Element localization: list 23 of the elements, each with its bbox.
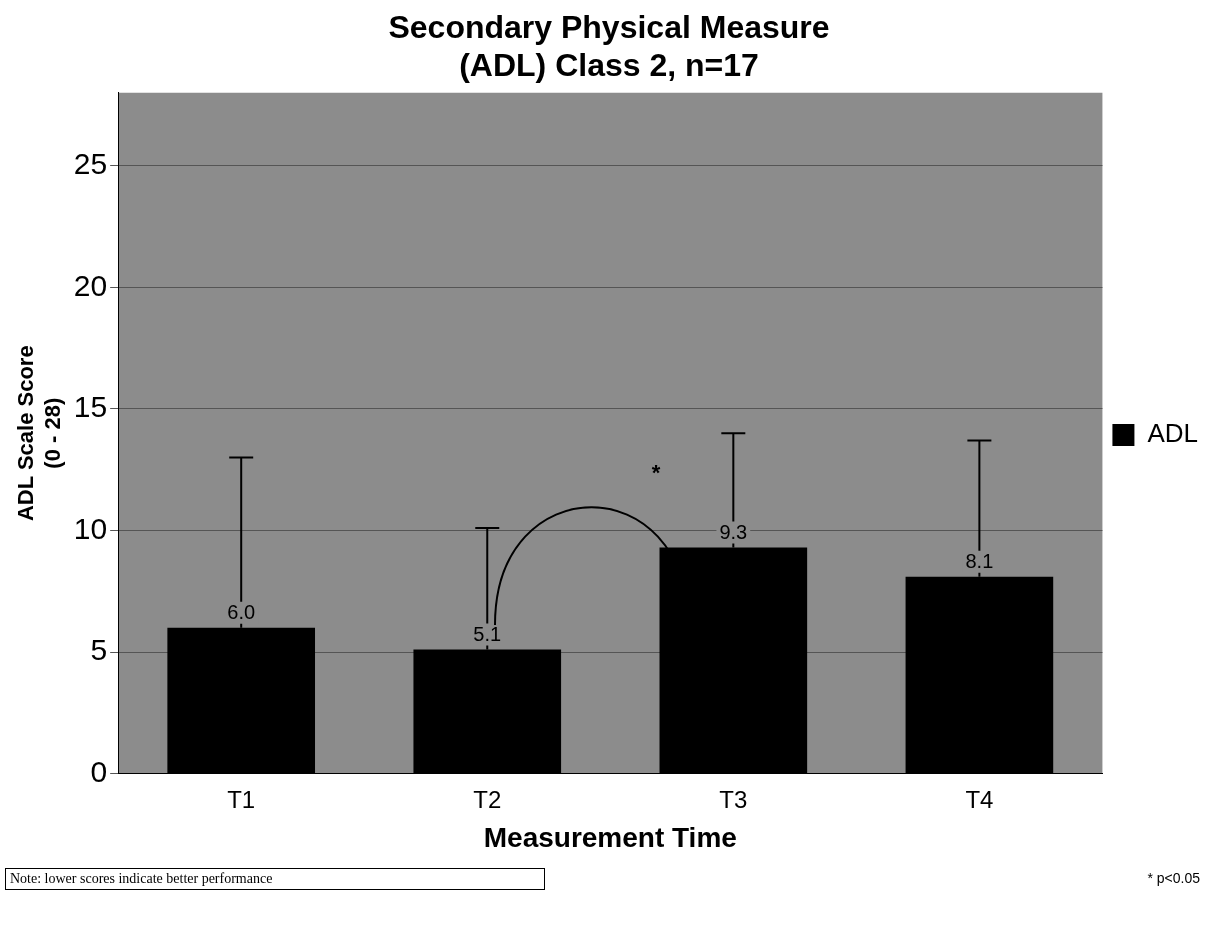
data-label: 9.3 [719,520,748,543]
x-tick-label: T4 [965,785,994,813]
text: Secondary Physical Measure [388,9,830,46]
y-tick-label: 10 [73,511,108,545]
text: * p<0.05 [1147,870,1200,886]
data-label: 8.1 [965,550,994,573]
data-label: 6.0 [227,601,256,624]
y-tick-label: 15 [73,390,108,424]
y-tick-label: 20 [73,268,108,302]
y-tick-label: 0 [90,754,108,788]
text: Note: lower scores indicate better performance [5,868,545,890]
text: (0 - 28) [39,397,65,469]
x-tick-label: T3 [719,785,748,813]
text: (ADL) Class 2, n=17 [459,47,759,84]
data-label: 5.1 [473,623,502,646]
x-tick-label: T2 [473,785,502,813]
x-tick-label: T1 [227,785,256,813]
legend-label: ADL [1147,418,1198,449]
text: ADL Scale Score [13,345,39,522]
y-tick-label: 25 [73,147,108,181]
x-axis-title: Measurement Time [483,821,737,853]
annotation: * [651,459,661,486]
y-tick-label: 5 [90,633,108,667]
